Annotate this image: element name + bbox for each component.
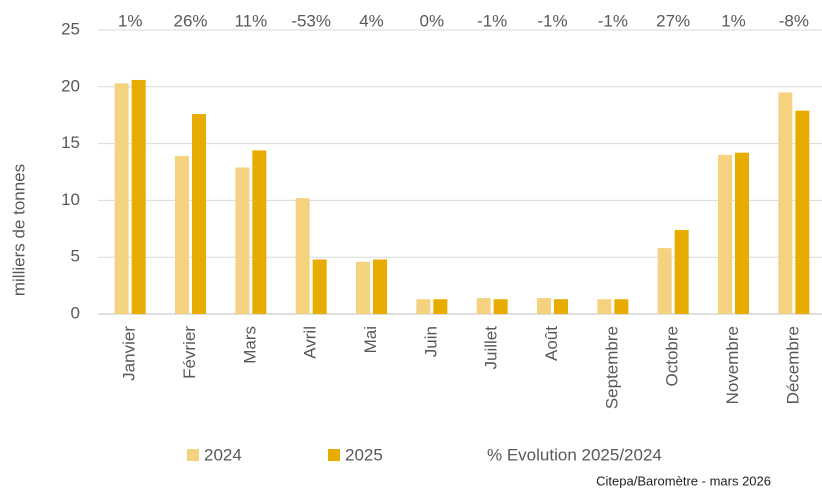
- bar: [674, 229, 689, 314]
- bar: [718, 154, 732, 314]
- bar: [597, 299, 612, 314]
- legend-swatch: [328, 449, 340, 461]
- x-tick-label: Mai: [361, 326, 380, 353]
- evolution-label: 1%: [721, 11, 746, 30]
- evolution-label: -1%: [598, 11, 628, 30]
- bar: [114, 83, 129, 314]
- bar: [493, 299, 508, 314]
- bar: [295, 198, 310, 314]
- y-tick-label: 10: [61, 190, 80, 209]
- x-tick-label: Août: [542, 326, 561, 361]
- x-tick-label: Octobre: [663, 326, 682, 386]
- bar: [735, 152, 749, 314]
- legend-label: 2025: [345, 445, 383, 464]
- evolution-label: 1%: [118, 11, 143, 30]
- x-tick-label: Décembre: [783, 326, 802, 404]
- legend-swatch: [187, 449, 199, 461]
- y-axis-title: milliers de tonnes: [9, 164, 28, 296]
- evolution-label: 27%: [656, 11, 690, 30]
- evolution-label: 0%: [420, 11, 445, 30]
- bar: [778, 92, 793, 314]
- legend-label: % Evolution 2025/2024: [487, 445, 662, 464]
- bar: [312, 259, 327, 314]
- evolution-label: 4%: [359, 11, 384, 30]
- bar: [614, 299, 629, 314]
- x-tick-label: Février: [180, 326, 199, 379]
- bar: [373, 259, 387, 314]
- evolution-label: -1%: [477, 11, 507, 30]
- x-tick-label: Janvier: [120, 326, 139, 381]
- bar: [795, 110, 810, 314]
- source: Citepa/Baromètre - mars 2026: [596, 473, 771, 488]
- bar: [416, 299, 431, 314]
- bar: [537, 298, 551, 314]
- y-tick-label: 15: [61, 133, 80, 152]
- y-tick-label: 5: [71, 247, 80, 266]
- x-tick-label: Septembre: [602, 326, 621, 409]
- bar: [131, 79, 146, 314]
- y-tick-label: 0: [71, 303, 80, 322]
- bar: [235, 167, 250, 314]
- bar: [192, 114, 206, 315]
- x-tick-label: Juillet: [482, 326, 501, 370]
- y-tick-label: 25: [61, 19, 80, 38]
- x-tick-label: Avril: [301, 326, 320, 359]
- evolution-label: -53%: [291, 11, 331, 30]
- evolution-label: -8%: [779, 11, 809, 30]
- x-tick-label: Mars: [240, 326, 259, 364]
- evolution-label: 26%: [173, 11, 207, 30]
- bar: [657, 248, 672, 314]
- bar: [175, 156, 189, 314]
- evolution-label: -1%: [537, 11, 567, 30]
- x-tick-label: Juin: [421, 326, 440, 357]
- x-tick-label: Novembre: [723, 326, 742, 404]
- bar: [433, 299, 448, 314]
- bar: [476, 298, 491, 314]
- legend-label: 2024: [204, 445, 242, 464]
- bar: [252, 150, 267, 314]
- bar: [554, 299, 568, 314]
- bar: [356, 261, 370, 314]
- y-tick-label: 20: [61, 76, 80, 95]
- evolution-label: 11%: [234, 11, 267, 30]
